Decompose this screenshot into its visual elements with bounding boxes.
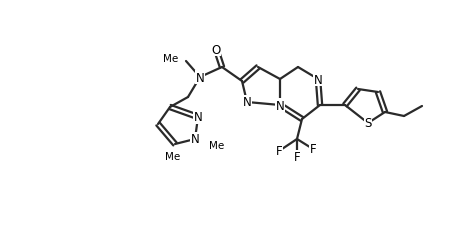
Text: Me: Me bbox=[165, 151, 180, 161]
Text: N: N bbox=[191, 133, 199, 146]
Text: N: N bbox=[314, 73, 322, 86]
Text: N: N bbox=[194, 111, 203, 124]
Text: N: N bbox=[195, 71, 204, 84]
Text: Me: Me bbox=[163, 54, 178, 64]
Text: F: F bbox=[294, 151, 300, 164]
Text: F: F bbox=[276, 145, 282, 158]
Text: Me: Me bbox=[209, 140, 224, 150]
Text: S: S bbox=[364, 117, 372, 130]
Text: N: N bbox=[276, 99, 284, 112]
Text: O: O bbox=[211, 43, 220, 56]
Text: F: F bbox=[310, 143, 317, 156]
Text: N: N bbox=[243, 96, 252, 109]
